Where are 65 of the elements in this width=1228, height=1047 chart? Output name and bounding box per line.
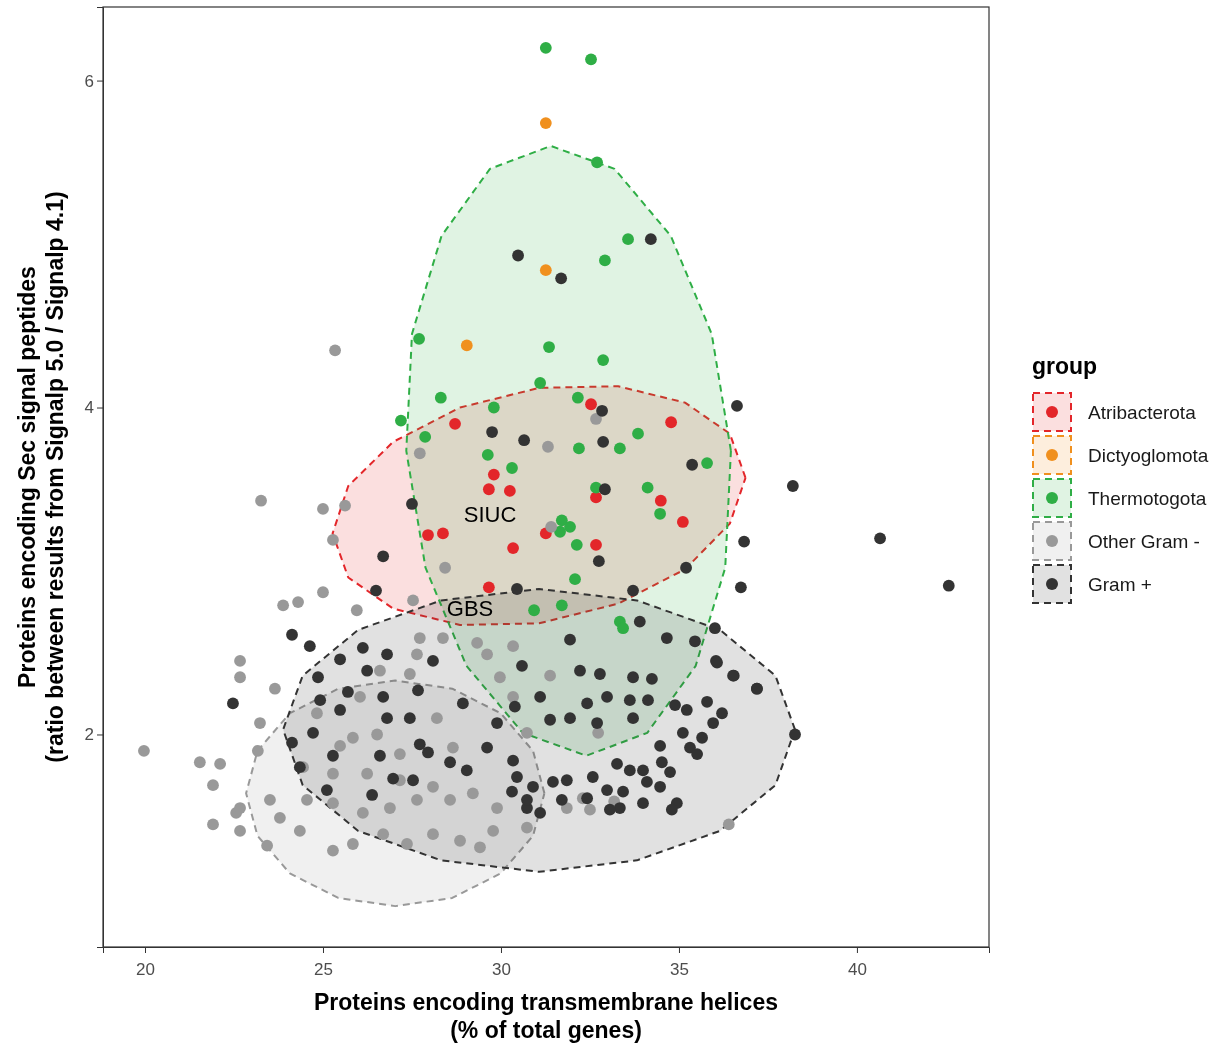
point <box>481 449 494 461</box>
point <box>395 414 407 427</box>
point <box>506 462 518 474</box>
point <box>622 233 634 246</box>
legend-label: Other Gram - <box>1088 530 1200 552</box>
point <box>543 341 555 353</box>
legend-label: Atribacterota <box>1088 401 1197 423</box>
point <box>422 529 434 541</box>
legend-title: group <box>1032 353 1098 379</box>
x-tick-label: 40 <box>847 959 867 979</box>
point <box>554 525 566 538</box>
point <box>449 417 461 430</box>
legend-label: Gram + <box>1088 573 1152 595</box>
x-tick-label: 30 <box>492 959 511 979</box>
point <box>569 573 581 586</box>
y-axis-title: Proteins encoding Sec signal peptides (ratio between results from Signalp 5.0 / Signalp 4.1) <box>14 191 68 763</box>
point <box>487 401 500 414</box>
point <box>539 117 552 129</box>
point <box>585 53 597 66</box>
point <box>613 442 626 455</box>
point <box>534 377 547 389</box>
point <box>413 332 425 345</box>
point <box>665 416 678 429</box>
point <box>555 599 568 612</box>
point <box>460 339 473 352</box>
point <box>507 542 519 555</box>
point <box>539 264 552 277</box>
point <box>641 481 654 494</box>
point <box>573 442 585 455</box>
x-tick-label: 20 <box>136 959 155 979</box>
x-tick-label: 35 <box>669 959 689 979</box>
point <box>590 491 602 504</box>
point <box>654 507 666 520</box>
point <box>437 527 449 540</box>
point <box>571 391 584 404</box>
point <box>599 254 611 267</box>
point <box>654 494 667 507</box>
point <box>419 431 432 443</box>
y-tick-label: 6 <box>84 71 94 91</box>
point <box>487 468 500 481</box>
point <box>701 457 713 469</box>
point <box>590 538 602 551</box>
legend-label: Thermotogota <box>1088 487 1207 509</box>
annotation: SIUC <box>463 501 517 527</box>
annotation: GBS <box>446 595 494 621</box>
x-axis-title: Proteins encoding transmembrane helices (% of total genes) <box>314 989 778 1043</box>
y-tick-label: 2 <box>84 725 94 745</box>
point <box>539 41 552 54</box>
legend-label: Dictyoglomota <box>1088 444 1209 466</box>
point <box>632 427 644 440</box>
point <box>503 485 516 497</box>
point <box>564 520 576 533</box>
point <box>597 354 610 367</box>
point <box>591 156 603 169</box>
point <box>482 483 495 496</box>
point <box>617 622 629 635</box>
point <box>482 581 495 594</box>
y-tick-label: 4 <box>84 398 94 418</box>
point <box>555 514 568 527</box>
point <box>585 398 597 411</box>
point <box>528 604 540 617</box>
point <box>570 538 583 551</box>
point <box>434 391 447 404</box>
point <box>676 516 689 528</box>
x-tick-label: 25 <box>314 959 333 979</box>
